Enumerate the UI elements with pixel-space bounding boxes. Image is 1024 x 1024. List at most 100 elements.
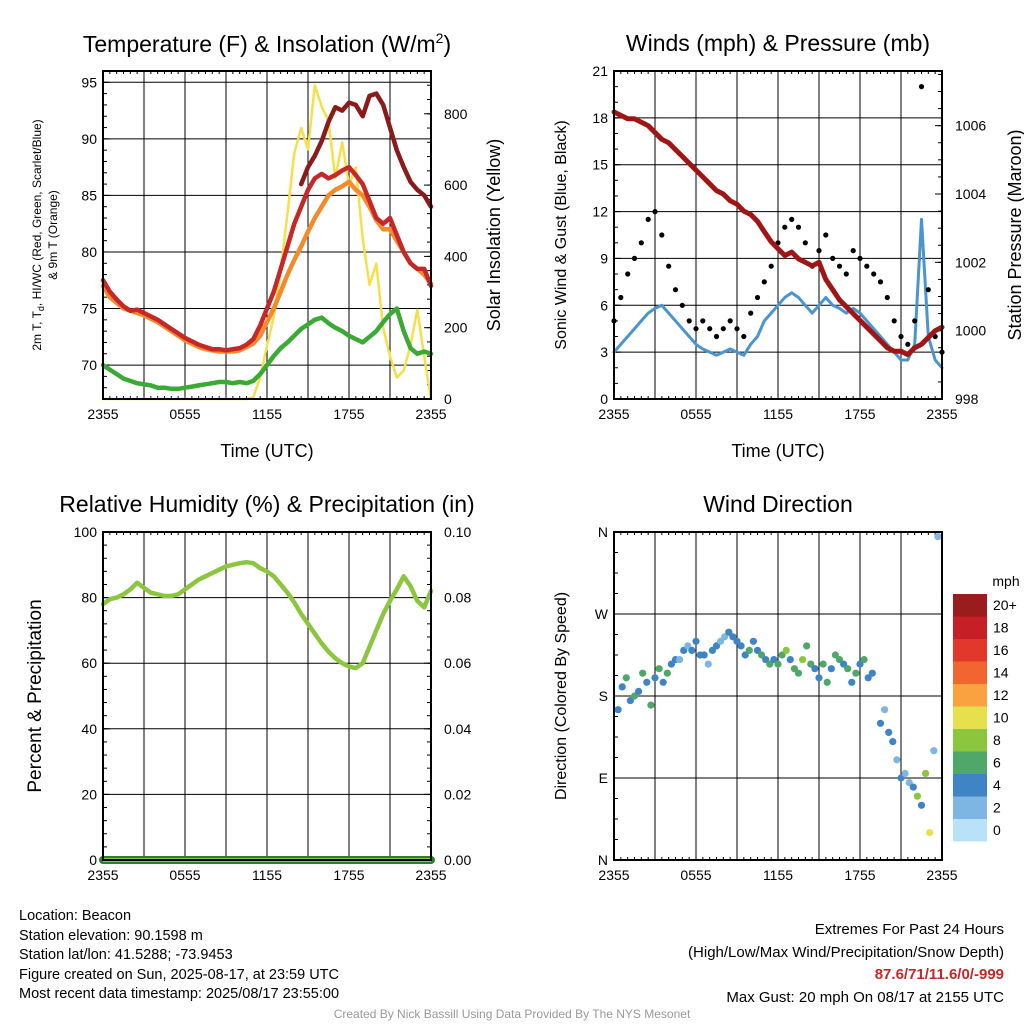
elevation-text: Station elevation: 90.1598 m [19, 927, 203, 944]
x-tick-label: 2355 [598, 867, 629, 883]
x-axis-label: Time (UTC) [220, 441, 313, 461]
x-tick-label: 2355 [87, 867, 118, 883]
humidity-precip-panel: 2355 0555 1155 1755 23550204060801000.000.02… [25, 491, 475, 883]
direction-point [630, 692, 639, 700]
direction-point [659, 678, 667, 686]
y2-tick-label: 0.04 [444, 721, 471, 737]
gust-point [850, 248, 856, 254]
legend-label: 18 [993, 620, 1009, 636]
direction-point [893, 756, 901, 764]
gust-point [659, 232, 665, 238]
direction-point [803, 642, 811, 650]
direction-point [626, 697, 635, 705]
direction-point [807, 660, 815, 668]
chart-title: Wind Direction [703, 491, 853, 517]
gust-point [625, 271, 631, 277]
direction-point [721, 633, 729, 641]
temperature-panel: 2355 0555 1155 1755 2355 70 75 80 85 90 95 0 200 400 6… [30, 30, 504, 461]
y-tick-label: 6 [600, 297, 608, 313]
gust-point [754, 294, 761, 301]
gust-point [782, 224, 788, 230]
x-tick-label: 1155 [252, 406, 282, 422]
x-tick-label: 0555 [169, 406, 200, 422]
y2-tick-label: 600 [444, 177, 468, 193]
gust-point [707, 326, 713, 332]
legend-title: mph [992, 573, 1019, 589]
y2-tick-label: 0.02 [444, 786, 471, 802]
legend-label: 6 [993, 755, 1001, 771]
recent-data-text: Most recent data timestamp: 2025/08/17 2… [19, 986, 340, 1002]
direction-point [930, 747, 938, 755]
x-tick-label: 1755 [844, 406, 875, 422]
plot-border [102, 531, 432, 861]
direction-point [799, 656, 807, 664]
gust-point [864, 263, 870, 269]
y2-axis-label: Station Pressure (Maroon) [1005, 129, 1024, 340]
y-axis-label: Direction (Colored By Speed) [553, 592, 570, 800]
location-text: Location: Beacon [19, 908, 132, 924]
direction-point [688, 646, 696, 655]
direction-point [901, 769, 909, 778]
direction-point [840, 660, 848, 668]
gust-point [645, 216, 651, 222]
y-tick-label: 0 [89, 852, 97, 868]
gust-point [795, 224, 802, 230]
y-tick-label: 3 [600, 344, 608, 360]
direction-point [704, 660, 712, 668]
direction-point [635, 687, 643, 696]
y2-tick-label: 800 [444, 106, 468, 122]
gust-point [618, 294, 624, 301]
x-tick-label: 1755 [333, 867, 364, 883]
y-tick-label: 75 [81, 301, 97, 317]
legend-label: 0 [993, 822, 1001, 838]
direction-point [745, 646, 753, 655]
pressure-line [611, 109, 945, 358]
legend-label: 20+ [993, 597, 1017, 613]
gust-point [823, 232, 829, 238]
y2-tick-label: 0.08 [444, 590, 471, 606]
plot-border [102, 70, 432, 400]
y2-tick-label: 400 [444, 248, 468, 264]
legend-swatch [953, 819, 987, 842]
humidity-line [100, 559, 434, 671]
direction-point [655, 665, 663, 673]
direction-point [889, 738, 897, 746]
chart-title: Temperature (F) & Insolation (W/m2) [83, 30, 451, 57]
legend-label: 16 [993, 642, 1009, 658]
extremes-legend: (High/Low/Max Wind/Precipitation/Snow De… [688, 943, 1004, 961]
station-info: Location: Beacon Station elevation: 90.1… [19, 907, 339, 1005]
gust-point [693, 326, 699, 332]
direction-point [864, 674, 872, 682]
direction-point [909, 783, 917, 791]
y-tick-label: 70 [81, 357, 97, 373]
created-text: Figure created on Sun, 2025-08-17, at 23… [19, 966, 339, 983]
chart-title: Relative Humidity (%) & Precipitation (i… [59, 491, 474, 517]
y-axis-label: Sonic Wind & Gust (Blue, Black) [553, 120, 570, 349]
y-tick-label: W [595, 606, 609, 622]
gust-point [741, 333, 747, 340]
x-tick-label: 2355 [926, 406, 957, 422]
legend-label: 14 [993, 665, 1009, 681]
legend-swatch [953, 684, 987, 707]
direction-point [868, 669, 876, 677]
direction-point [778, 651, 786, 659]
y2-tick-label: 1006 [955, 118, 986, 134]
y-tick-label: 12 [592, 204, 608, 220]
legend-swatch [953, 594, 987, 617]
y-tick-label: N [598, 852, 608, 868]
gust-point [925, 287, 931, 293]
y2-tick-label: 200 [444, 320, 468, 336]
x-tick-label: 2355 [87, 406, 118, 422]
gust-point [638, 240, 644, 246]
y-tick-label: 9 [600, 250, 608, 266]
gust-point [666, 263, 672, 269]
direction-point [643, 678, 651, 686]
series-line [298, 91, 434, 209]
y-tick-label: 0 [600, 391, 608, 407]
gust-point [843, 271, 849, 277]
y2-tick-label: 1002 [955, 254, 986, 270]
credit-text: Created By Nick Bassill Using Data Provi… [333, 1007, 691, 1021]
x-tick-label: 1755 [844, 867, 875, 883]
gust-point [912, 318, 918, 324]
